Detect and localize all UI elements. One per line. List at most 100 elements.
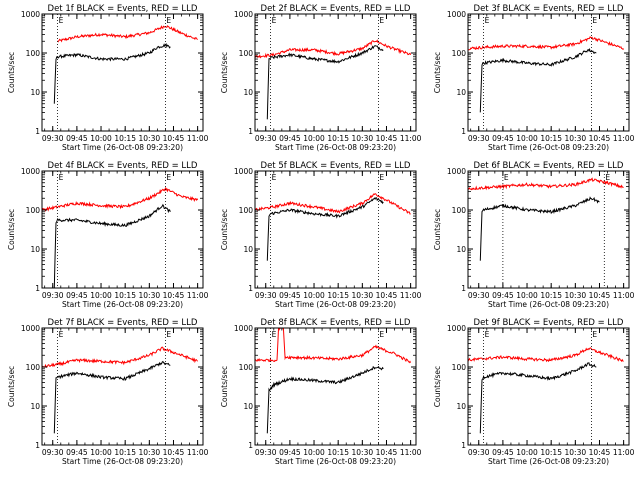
y-tick-label: 100 (452, 363, 467, 372)
x-tick-label: 10:15 (540, 134, 562, 143)
x-tick-label: 10:00 (90, 448, 112, 457)
x-tick-label: 10:30 (565, 134, 587, 143)
x-tick-label: 09:45 (279, 291, 301, 300)
interval-marker-label: E (59, 330, 64, 339)
x-tick-label: 09:45 (66, 134, 88, 143)
events-series-line (266, 365, 384, 434)
events-series-line (479, 47, 597, 113)
y-axis-label: Counts/sec (220, 366, 229, 407)
y-tick-label: 100 (239, 363, 254, 372)
x-tick-label: 09:45 (492, 134, 514, 143)
y-axis-label: Counts/sec (7, 52, 16, 93)
events-series-line (53, 42, 171, 104)
y-tick-label: 1000 (447, 167, 466, 176)
x-tick-label: 09:30 (255, 448, 277, 457)
events-series-line (53, 203, 171, 288)
events-series-line (479, 196, 600, 261)
x-tick-label: 09:30 (42, 448, 64, 457)
x-tick-label: 10:00 (303, 291, 325, 300)
interval-marker-label: E (379, 330, 384, 339)
x-tick-label: 09:45 (66, 448, 88, 457)
panel-title: Det 3f BLACK = Events, RED = LLD (474, 4, 624, 14)
x-tick-label: 09:30 (255, 291, 277, 300)
y-tick-label: 1 (248, 284, 253, 293)
plot-frame (254, 13, 417, 132)
detector-panel: Det 6f BLACK = Events, RED = LLD E E 1 10 100… (433, 161, 635, 309)
lld-series-line (57, 25, 198, 43)
x-axis-label: Start Time (26-Oct-08 09:23:20) (488, 300, 609, 309)
y-tick-label: 10 (243, 88, 253, 97)
plot-frame (467, 327, 630, 446)
events-series-line (266, 197, 384, 261)
x-axis-label: Start Time (26-Oct-08 09:23:20) (488, 457, 609, 466)
interval-marker-label: E (272, 16, 277, 25)
interval-marker-label: E (272, 173, 277, 182)
y-tick-label: 10 (456, 245, 466, 254)
x-tick-label: 10:30 (565, 448, 587, 457)
x-tick-label: 11:00 (400, 448, 422, 457)
y-tick-label: 10 (30, 402, 40, 411)
y-tick-label: 100 (452, 206, 467, 215)
panel-title: Det 8f BLACK = Events, RED = LLD (261, 318, 411, 328)
y-tick-label: 1000 (234, 324, 253, 333)
y-tick-label: 1000 (234, 167, 253, 176)
events-series-line (53, 360, 171, 434)
interval-marker-label: E (379, 173, 384, 182)
x-tick-label: 10:15 (540, 291, 562, 300)
x-tick-label: 10:30 (352, 134, 374, 143)
y-tick-label: 100 (239, 206, 254, 215)
x-tick-label: 11:00 (187, 448, 209, 457)
lld-series-line (255, 39, 412, 59)
x-axis-label: Start Time (26-Oct-08 09:23:20) (62, 300, 183, 309)
detector-panel: Det 9f BLACK = Events, RED = LLD E E 1 10 100… (433, 318, 635, 466)
panel-title: Det 5f BLACK = Events, RED = LLD (261, 161, 411, 171)
x-tick-label: 10:45 (163, 448, 185, 457)
lld-series-line (255, 193, 411, 215)
detector-panel: Det 1f BLACK = Events, RED = LLD E E 1 10 100… (7, 4, 209, 152)
plot-frame (41, 170, 204, 289)
interval-marker-label: E (166, 16, 171, 25)
x-tick-label: 10:15 (327, 291, 349, 300)
x-axis-label: Start Time (26-Oct-08 09:23:20) (62, 457, 183, 466)
x-tick-label: 10:30 (139, 134, 161, 143)
x-tick-label: 10:30 (139, 448, 161, 457)
x-tick-label: 09:45 (279, 448, 301, 457)
x-tick-label: 10:00 (90, 291, 112, 300)
plot-frame (41, 327, 204, 446)
x-tick-label: 10:00 (90, 134, 112, 143)
x-tick-label: 10:30 (352, 448, 374, 457)
lld-series-line (255, 328, 412, 364)
y-tick-label: 1 (35, 441, 40, 450)
x-tick-label: 10:45 (163, 291, 185, 300)
y-axis-label: Counts/sec (220, 52, 229, 93)
y-tick-label: 1000 (21, 10, 40, 19)
detector-panel: Det 7f BLACK = Events, RED = LLD E E 1 10 100… (7, 318, 209, 466)
detector-panel: Det 8f BLACK = Events, RED = LLD E E 1 10 100… (220, 318, 422, 466)
lld-series-line (468, 177, 624, 191)
plot-frame (254, 170, 417, 289)
y-tick-label: 10 (243, 245, 253, 254)
y-tick-label: 1000 (21, 167, 40, 176)
y-tick-label: 1 (35, 284, 40, 293)
interval-marker-label: E (166, 173, 171, 182)
x-axis-label: Start Time (26-Oct-08 09:23:20) (275, 143, 396, 152)
panel-title: Det 9f BLACK = Events, RED = LLD (474, 318, 624, 328)
x-tick-label: 09:30 (468, 291, 490, 300)
y-tick-label: 1 (248, 127, 253, 136)
y-tick-label: 1000 (447, 10, 466, 19)
detector-panel: Det 5f BLACK = Events, RED = LLD E E 1 10 100… (220, 161, 422, 309)
x-tick-label: 09:45 (66, 291, 88, 300)
x-tick-label: 10:15 (327, 134, 349, 143)
y-tick-label: 100 (26, 206, 41, 215)
interval-marker-label: E (485, 330, 490, 339)
x-tick-label: 10:15 (114, 134, 136, 143)
y-tick-label: 10 (456, 88, 466, 97)
lld-series-line (42, 346, 198, 369)
x-tick-label: 10:00 (303, 134, 325, 143)
y-tick-label: 100 (26, 49, 41, 58)
x-tick-label: 10:30 (139, 291, 161, 300)
x-tick-label: 10:00 (516, 291, 538, 300)
panel-title: Det 2f BLACK = Events, RED = LLD (261, 4, 411, 14)
y-tick-label: 1000 (234, 10, 253, 19)
